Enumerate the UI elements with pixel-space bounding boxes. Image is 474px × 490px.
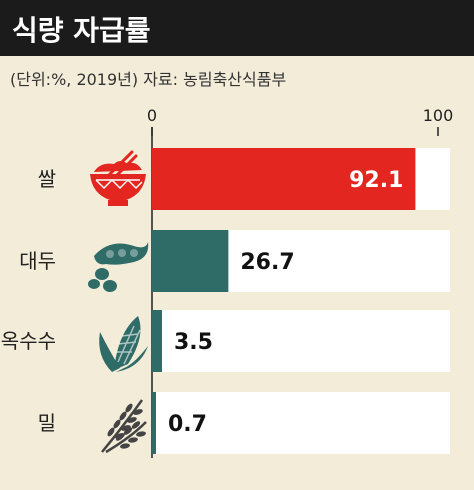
bar-track (152, 392, 450, 454)
bar-track (152, 310, 450, 372)
data-label: 3.5 (174, 330, 213, 355)
icons-layer (88, 150, 149, 454)
chart-title: 식량 자급률 (12, 14, 151, 47)
wheat-icon (101, 399, 147, 454)
category-label: 쌀 (38, 167, 56, 191)
bar-1 (152, 148, 416, 210)
rice-bowl-icon (90, 150, 146, 206)
bar-2 (152, 230, 229, 292)
bar-4 (152, 392, 156, 454)
title-bar: 식량 자급률 (0, 0, 474, 56)
soybean-icon (88, 242, 149, 292)
category-label: 대두 (19, 249, 56, 273)
category-label: 밀 (38, 411, 56, 435)
corn-icon (99, 316, 148, 372)
data-label: 92.1 (349, 168, 403, 193)
data-label: 0.7 (168, 412, 207, 437)
data-label: 26.7 (240, 250, 294, 275)
x-tick-label: 100 (423, 106, 454, 125)
bar-3 (152, 310, 163, 372)
chart-subtitle: (단위:%, 2019년) 자료: 농림축산식품부 (10, 70, 287, 89)
category-label: 옥수수 (1, 329, 56, 353)
x-tick-label: 0 (147, 106, 157, 125)
bars-layer: 92.1 26.7 3.5 0.7 (152, 148, 450, 454)
